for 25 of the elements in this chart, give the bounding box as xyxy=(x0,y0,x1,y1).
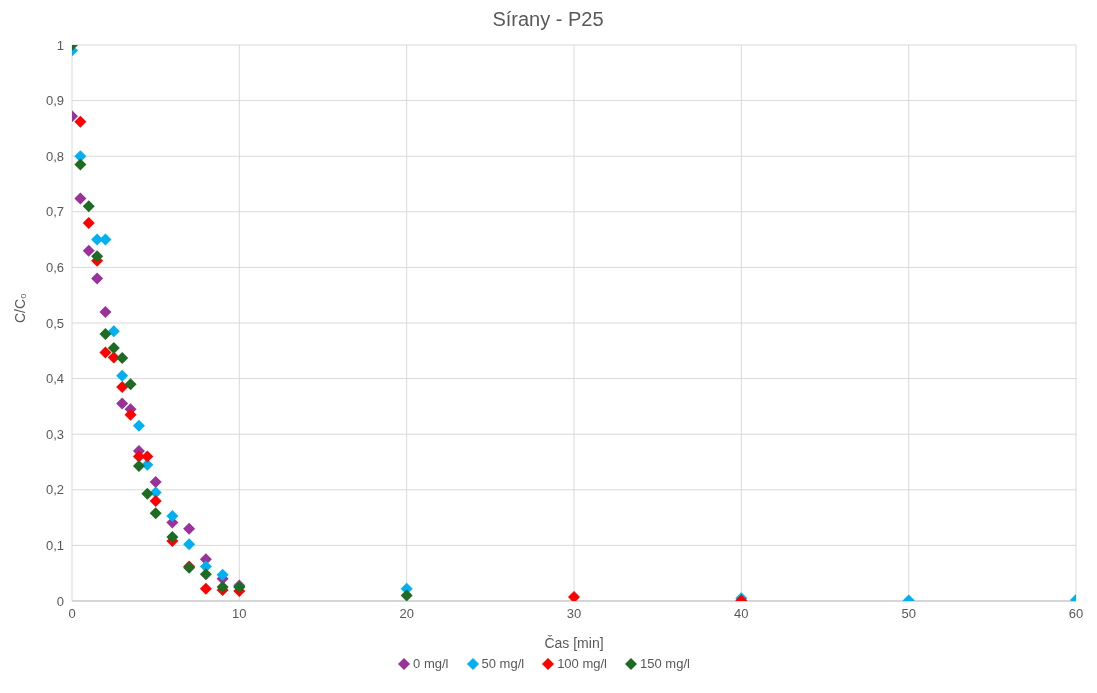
x-tick-label: 60 xyxy=(1068,606,1084,622)
legend-label: 0 mg/l xyxy=(413,656,449,671)
y-tick-label: 0,3 xyxy=(45,426,64,442)
y-tick-label: 0,1 xyxy=(45,538,64,554)
y-tick-label: 0,9 xyxy=(45,93,64,109)
legend-label: 100 mg/l xyxy=(557,656,608,671)
y-tick-label: 0,8 xyxy=(45,148,64,164)
legend-label: 150 mg/l xyxy=(640,656,690,671)
x-axis-title: Čas [min] xyxy=(544,635,604,651)
y-axis-title: C/C₀ xyxy=(11,292,28,323)
x-tick-label: 0 xyxy=(68,606,76,622)
y-tick-label: 0,2 xyxy=(45,482,64,498)
y-tick-label: 0,5 xyxy=(45,315,64,331)
legend-label: 50 mg/l xyxy=(481,656,525,671)
x-tick-label: 20 xyxy=(399,606,414,622)
x-tick-label: 10 xyxy=(232,606,247,622)
x-tick-label: 30 xyxy=(566,606,582,622)
chart-title: Sírany - P25 xyxy=(491,8,605,31)
x-tick-label: 40 xyxy=(734,606,749,622)
y-tick-label: 0,7 xyxy=(45,204,64,220)
y-tick-label: 0,4 xyxy=(45,371,64,387)
x-tick-label: 50 xyxy=(901,606,916,622)
y-tick-label: 0 xyxy=(56,593,64,609)
y-tick-label: 0,6 xyxy=(45,260,64,276)
y-tick-label: 1 xyxy=(56,37,64,53)
